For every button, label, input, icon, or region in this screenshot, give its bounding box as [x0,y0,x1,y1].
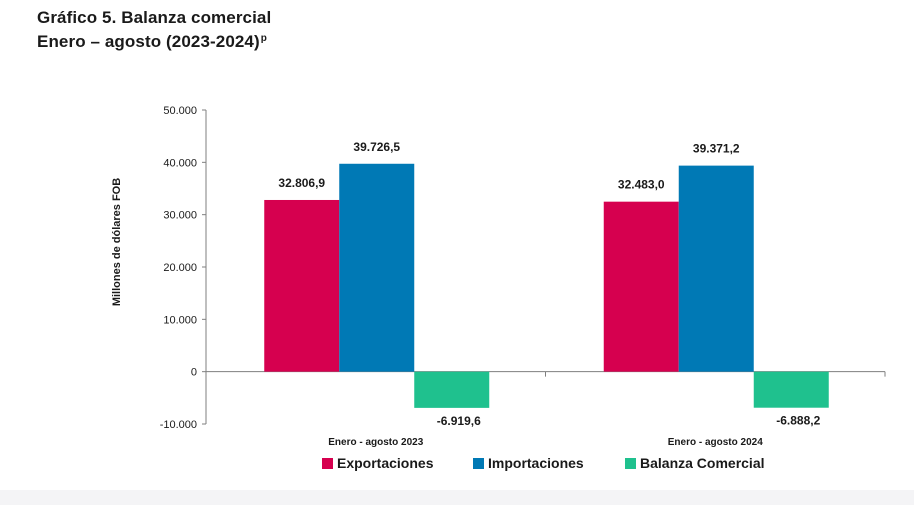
legend-item-balanza-comercial: Balanza Comercial [625,455,765,471]
y-tick-label: 20.000 [163,262,197,274]
chart-title: Gráfico 5. Balanza comercial [37,8,272,27]
bar-balanza-comercial-1 [414,371,490,408]
bar-importaciones-2 [678,165,754,372]
legend-label-importaciones: Importaciones [488,455,584,471]
bar-importaciones-1 [339,163,415,372]
legend-item-importaciones: Importaciones [473,455,584,471]
data-label-exportaciones-1: 32.806,9 [278,176,325,190]
chart-legend: Exportaciones Importaciones Balanza Come… [0,455,914,477]
x-category-label: Enero - agosto 2023 [328,437,423,448]
y-tick-label: 30.000 [163,210,197,222]
chart-subtitle-superscript: p [260,33,267,44]
legend-swatch-importaciones [473,457,484,469]
bar-exportaciones-2 [603,201,679,372]
legend-swatch-balanza-comercial [625,457,636,469]
y-tick-label: 40.000 [163,157,197,169]
data-label-importaciones-1: 39.726,5 [353,140,400,154]
legend-item-exportaciones: Exportaciones [322,455,433,471]
chart-subtitle-text: Enero – agosto (2023-2024) [37,32,260,51]
y-tick-label: -10.000 [160,419,197,431]
data-label-balanza-comercial-2: -6.888,2 [776,414,820,428]
bar-balanza-comercial-2 [753,371,829,408]
chart-subtitle: Enero – agosto (2023-2024)p [37,32,267,52]
data-label-balanza-comercial-1: -6.919,6 [437,414,481,428]
x-category-label: Enero - agosto 2024 [668,437,763,448]
legend-swatch-exportaciones [322,457,333,469]
y-axis-title: Millones de dólares FOB [111,178,123,306]
y-tick-label: 50.000 [163,105,197,117]
data-label-exportaciones-2: 32.483,0 [618,178,665,192]
data-label-importaciones-2: 39.371,2 [693,142,740,156]
legend-label-exportaciones: Exportaciones [337,455,434,471]
bar-exportaciones-1 [264,199,340,372]
bar-chart: -10.000 0 10.000 20.000 30.000 40.000 50.000 Mi… [111,105,886,448]
footer-band [0,490,914,505]
legend-label-balanza-comercial: Balanza Comercial [640,455,765,471]
y-tick-label: 10.000 [163,314,197,326]
y-tick-label: 0 [191,367,197,379]
